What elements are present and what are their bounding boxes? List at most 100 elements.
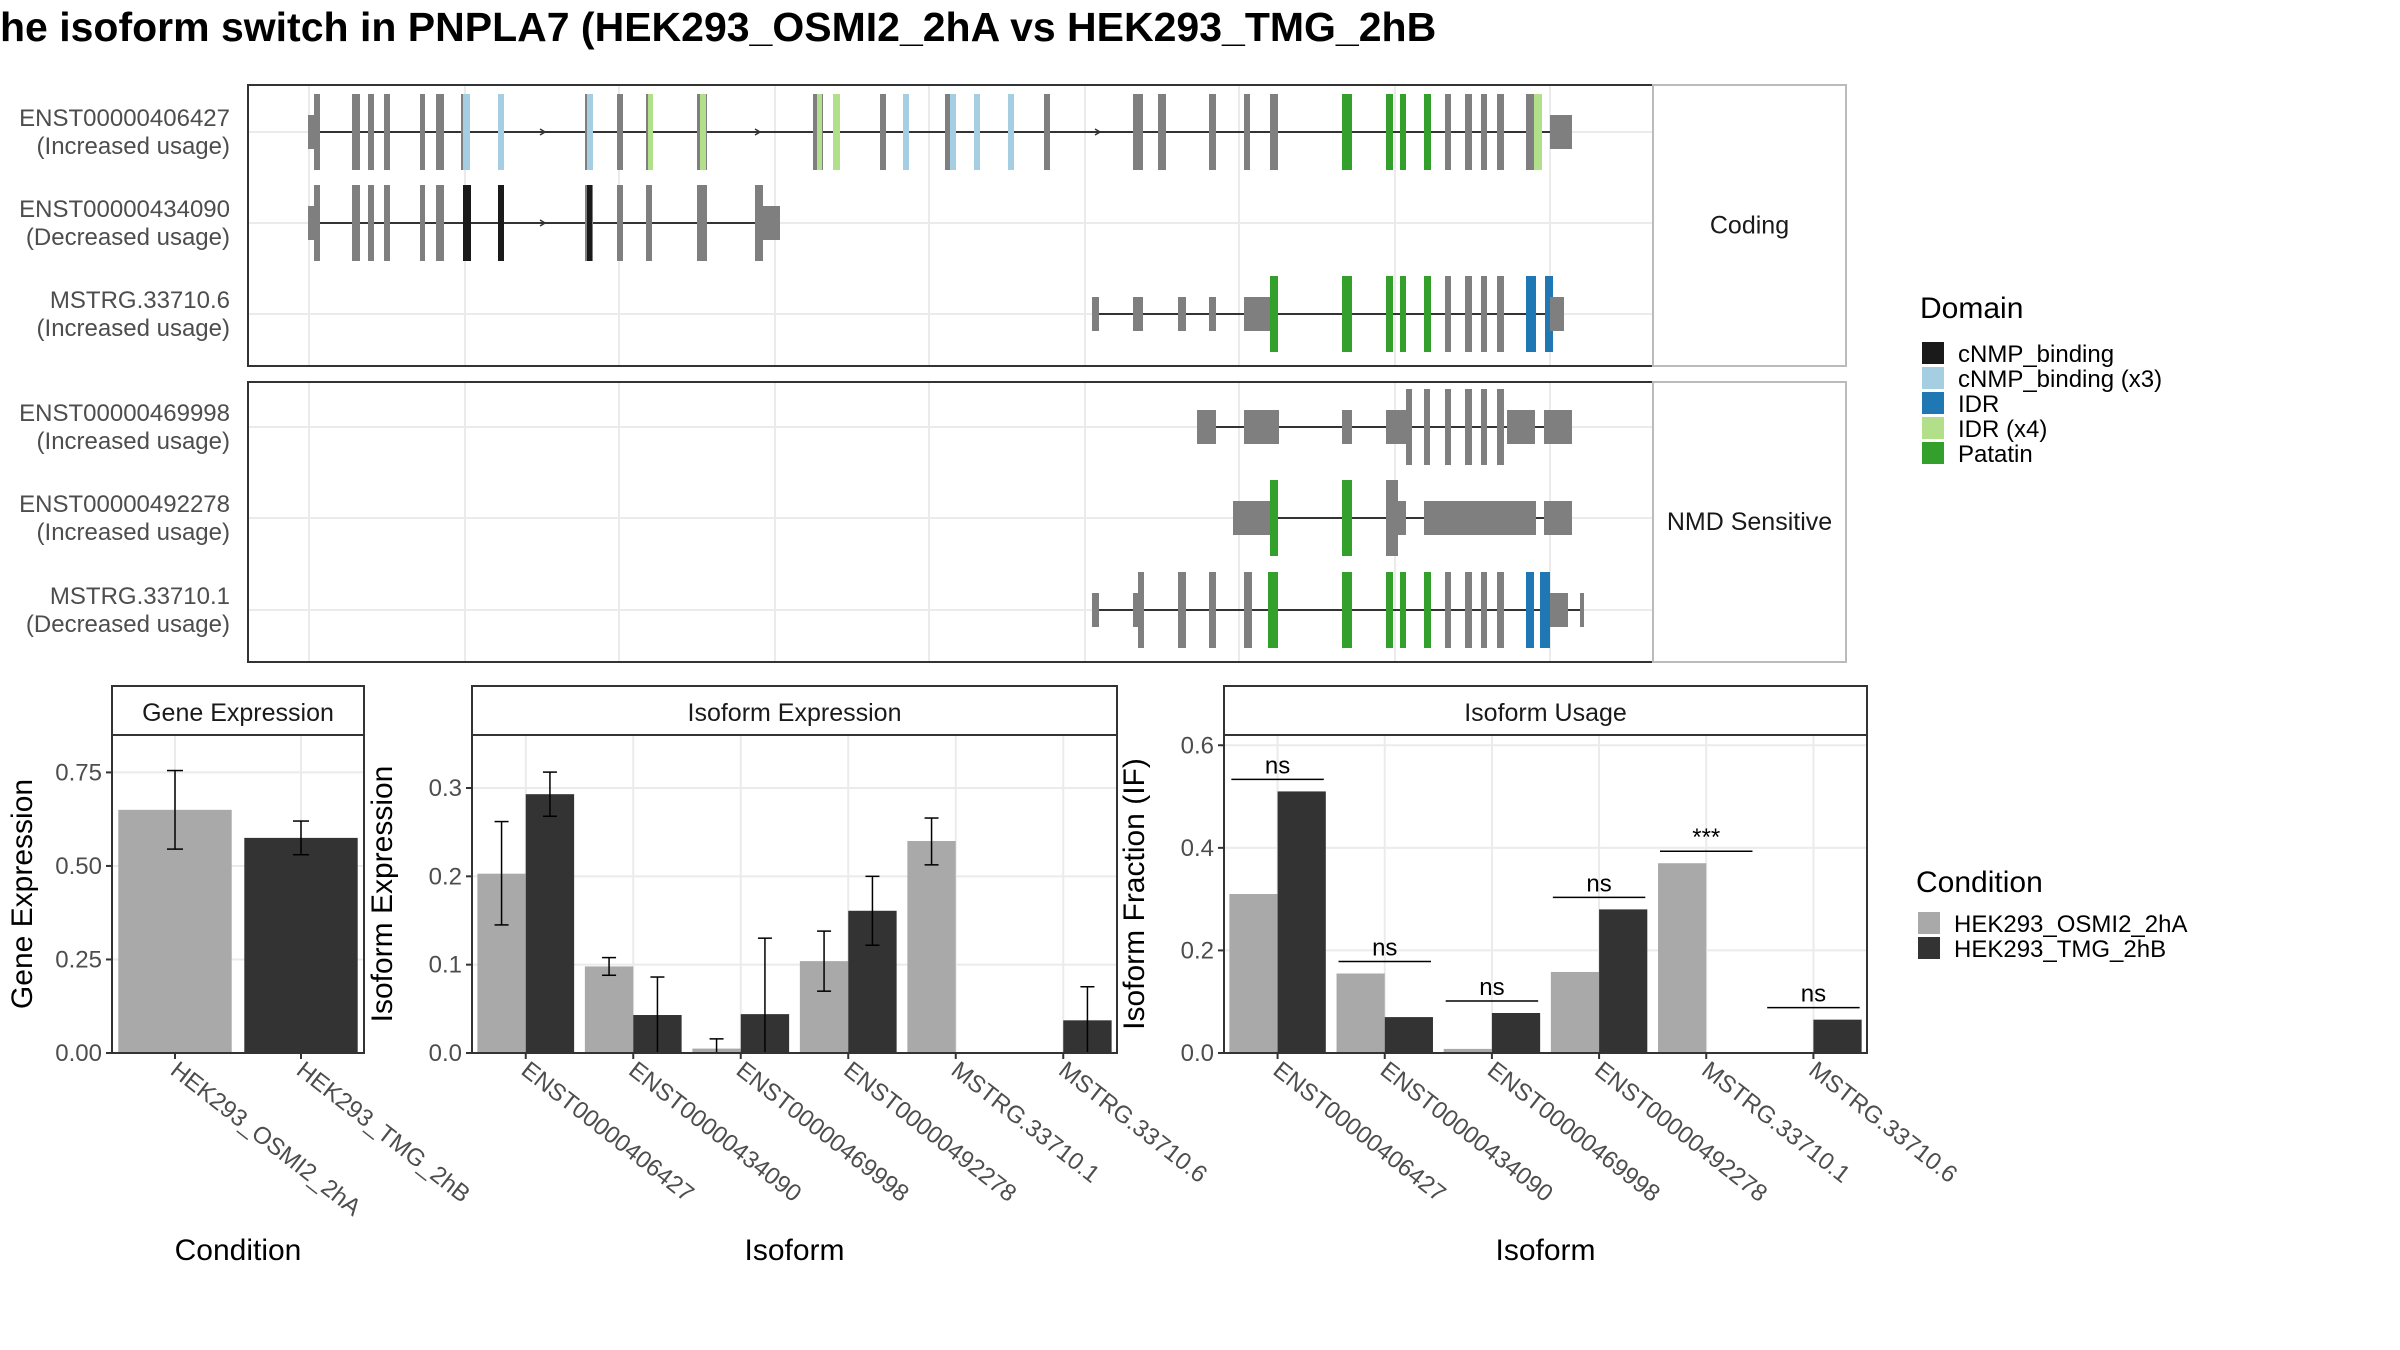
- y-tick-label: 0.2: [1181, 937, 1214, 964]
- x-tick-label: ENST00000434090: [1375, 1056, 1558, 1207]
- exon: [1497, 94, 1504, 170]
- chart-1: Isoform Expression 0.0 0.1 0.2 0.3 ENST000004…: [366, 685, 1212, 1267]
- exon: [1580, 593, 1584, 627]
- bar-ENST00000492278-0: [1550, 971, 1600, 1053]
- condition-legend-title: Condition: [1916, 866, 2043, 899]
- y-tick-label: 0.3: [429, 775, 462, 802]
- domain-Patatin: [1270, 480, 1278, 556]
- facet-strip: [1652, 84, 1847, 367]
- panel-border: [471, 734, 1118, 1054]
- facet-strip: [1652, 381, 1847, 663]
- exon: [1244, 297, 1270, 331]
- transcript-usage-label: (Decreased usage): [26, 611, 230, 638]
- exon: [1481, 389, 1487, 465]
- domain-cNMP_binding_x3: [463, 94, 470, 170]
- panel-background: [248, 382, 1653, 662]
- facet-strip-label: Coding: [1710, 212, 1789, 240]
- strand-arrow: [539, 128, 547, 136]
- domain-Patatin: [1400, 94, 1406, 170]
- exon: [646, 185, 652, 261]
- x-tick-label: ENST00000492278: [1589, 1056, 1772, 1207]
- domain-cNMP_binding_x3: [498, 94, 504, 170]
- exon: [1424, 389, 1430, 465]
- exon: [617, 94, 623, 170]
- exon: [1544, 410, 1572, 444]
- y-tick-label: 0.6: [1181, 732, 1214, 759]
- strand-arrow: [754, 128, 762, 136]
- exon: [420, 94, 425, 170]
- exon: [1550, 593, 1568, 627]
- transcript-id-label: ENST00000469998: [19, 400, 230, 427]
- transcript-id-label: MSTRG.33710.6: [50, 287, 230, 314]
- exon: [1092, 593, 1099, 627]
- exon: [420, 185, 425, 261]
- domain-cNMP_binding_x3: [950, 94, 956, 170]
- domain-cNMP_binding: [587, 185, 592, 261]
- transcript-usage-label: (Decreased usage): [26, 224, 230, 251]
- chart-strip-label: Isoform Usage: [1464, 699, 1627, 727]
- domain-Patatin: [1342, 572, 1352, 648]
- transcript-id-label: ENST00000492278: [19, 491, 230, 518]
- y-tick-label: 0.00: [55, 1040, 102, 1067]
- transcript-ENST00000492278: ENST00000492278(Increased usage): [19, 480, 1572, 556]
- bar-ENST00000492278-1: [1599, 909, 1648, 1053]
- bar-MSTRG.33710.1-0: [907, 841, 956, 1053]
- significance-label: ns: [1801, 981, 1826, 1008]
- exon: [308, 115, 318, 149]
- exon: [1197, 410, 1216, 444]
- x-tick-label: ENST00000406427: [516, 1056, 699, 1207]
- exon: [1544, 501, 1572, 535]
- exon: [1497, 572, 1504, 648]
- bar-ENST00000434090-0: [584, 966, 634, 1053]
- domain-Patatin: [1386, 276, 1393, 352]
- y-axis-title: Isoform Expression: [366, 766, 399, 1023]
- exon: [1406, 389, 1412, 465]
- condition-legend-key: [1918, 937, 1940, 959]
- exon: [1465, 389, 1472, 465]
- exon: [314, 94, 320, 170]
- panel-border: [1223, 734, 1868, 1054]
- exon: [1244, 572, 1252, 648]
- y-tick-label: 0.50: [55, 853, 102, 880]
- plot-title: he isoform switch in PNPLA7 (HEK293_OSMI…: [0, 4, 1437, 50]
- exon: [1386, 410, 1408, 444]
- exon: [1342, 410, 1352, 444]
- y-tick-label: 0.25: [55, 946, 102, 973]
- bar-ENST00000434090-1: [1384, 1017, 1433, 1053]
- exon: [436, 94, 444, 170]
- domain-legend-label: cNMP_binding: [1958, 341, 2114, 368]
- domain-IDR_x4: [817, 94, 822, 170]
- exon: [617, 185, 623, 261]
- transcript-usage-label: (Increased usage): [37, 133, 230, 160]
- domain-cNMP_binding_x3: [587, 94, 593, 170]
- chart-2: Isoform Usage 0.0 0.2 0.4 0.6 ns ns ns ns *** ns EN…: [1118, 685, 1962, 1267]
- domain-Patatin: [1424, 94, 1431, 170]
- domain-legend-key: [1922, 417, 1944, 439]
- y-axis-title: Isoform Fraction (IF): [1118, 758, 1151, 1030]
- domain-Patatin: [1400, 572, 1406, 648]
- exon: [1445, 276, 1451, 352]
- domain-legend-key: [1922, 367, 1944, 389]
- domain-IDR_x4: [833, 94, 840, 170]
- exon: [1465, 276, 1472, 352]
- domain-IDR: [1526, 572, 1534, 648]
- x-tick-label: ENST00000434090: [624, 1056, 807, 1207]
- significance-label: ns: [1372, 935, 1397, 962]
- transcript-usage-label: (Increased usage): [37, 519, 230, 546]
- bar-charts: Gene Expression0.000.250.500.75HEK293_OS…: [6, 685, 1962, 1267]
- domain-IDR: [1545, 276, 1553, 352]
- bar-ENST00000406427-0: [1229, 894, 1278, 1053]
- domain-IDR_x4: [1534, 94, 1542, 170]
- exon: [384, 185, 390, 261]
- exon: [1158, 94, 1166, 170]
- strand-arrow: [1094, 128, 1102, 136]
- domain-cNMP_binding: [463, 185, 471, 261]
- domain-cNMP_binding_x3: [974, 94, 980, 170]
- exon: [1244, 410, 1279, 444]
- transcript-id-label: ENST00000434090: [19, 196, 230, 223]
- y-tick-label: 0.0: [1181, 1040, 1214, 1067]
- exon: [1507, 410, 1535, 444]
- exon: [1481, 572, 1487, 648]
- exon: [1481, 276, 1487, 352]
